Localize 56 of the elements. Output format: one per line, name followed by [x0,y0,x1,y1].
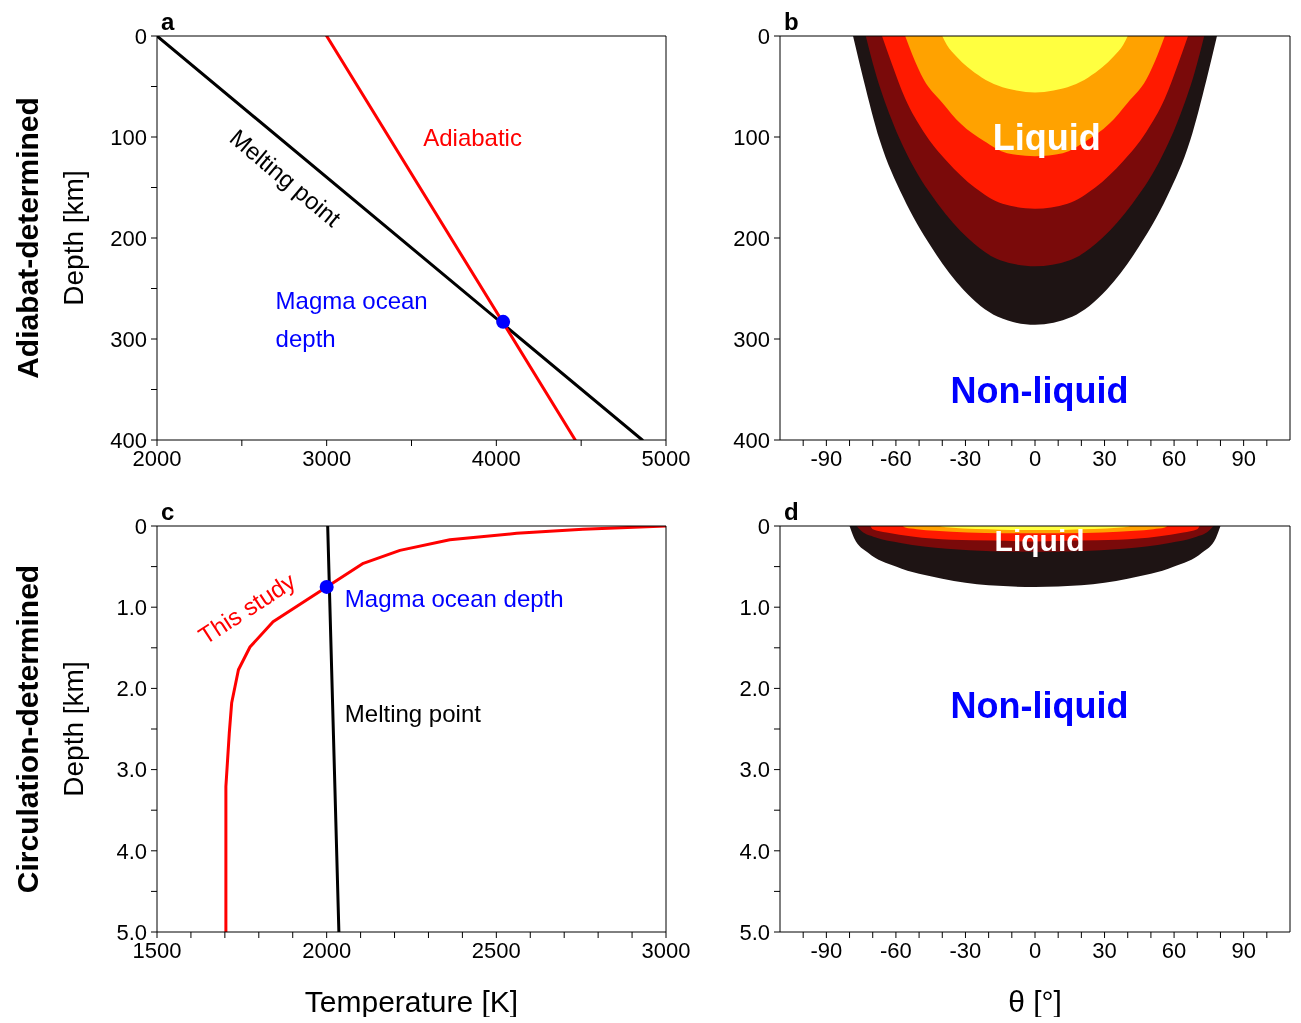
y-tick-label: 100 [110,124,147,150]
y-tick-label: 0 [134,23,147,49]
annotation: Melting point [344,699,482,727]
x-tick-label: -30 [949,937,982,963]
x-tick-label: 5000 [641,445,691,471]
x-tick-label: 3000 [302,445,352,471]
annotation: Adiabatic [423,123,522,151]
x-tick-label: 30 [1092,937,1117,963]
y-tick-label: 2.0 [739,676,770,702]
x-tick-label: -60 [880,445,912,471]
x-tick-label: 90 [1231,445,1256,471]
annotation: Liquid [992,116,1101,158]
y-tick-label: 200 [733,225,770,251]
y-tick-label: 1.0 [739,595,770,621]
y-tick-label: 0 [757,513,770,539]
x-tick-label: 3000 [641,937,691,963]
y-tick-label: 400 [733,427,770,453]
y-tick-label: 300 [733,326,770,352]
annotation: Non-liquid [950,369,1129,410]
y-tick-label: 300 [110,326,147,352]
chart-title: d [784,498,799,525]
x-tick-label: 2000 [302,937,352,963]
y-tick-label: 4.0 [739,838,770,864]
annotation: Magma ocean depth [344,584,564,612]
y-tick-label: 4.0 [116,838,147,864]
text: Adiabat-determined [11,97,44,379]
x-tick-label: 90 [1231,937,1256,963]
y-tick-label: 100 [733,124,770,150]
annotation: Non-liquid [950,684,1129,726]
chart-title: c [161,498,175,525]
x-tick-label: 30 [1092,445,1117,471]
x-tick-label: 0 [1028,445,1042,471]
y-tick-label: 200 [110,225,147,251]
x-tick-label: 2500 [471,937,521,963]
x-tick-label: -90 [810,445,843,471]
x-tick-label: -90 [810,937,843,963]
y-tick-label: 2.0 [116,676,147,702]
y-tick-label: 1.0 [116,595,147,621]
x-tick-label: 4000 [471,445,521,471]
y-tick-label: 5.0 [739,919,770,945]
y-axis-title: Depth [km] [57,170,89,306]
x-tick-label: 0 [1028,937,1042,963]
x-tick-label: -60 [880,937,912,963]
chart-title: a [161,8,175,35]
annotation: Magma ocean depth [275,286,428,352]
x-tick-label: 60 [1161,445,1187,471]
y-axis-title: Depth [km] [57,661,89,797]
y-tick-label: 0 [134,513,147,539]
x-tick-label: -30 [949,445,982,471]
x-tick-label: 60 [1161,937,1187,963]
y-tick-label: 0 [757,23,770,49]
y-tick-label: 3.0 [739,757,770,783]
y-tick-label: 3.0 [116,757,147,783]
chart-title: b [784,8,799,35]
annotation: Liquid [994,523,1085,557]
text: Circulation-determined [11,564,44,894]
